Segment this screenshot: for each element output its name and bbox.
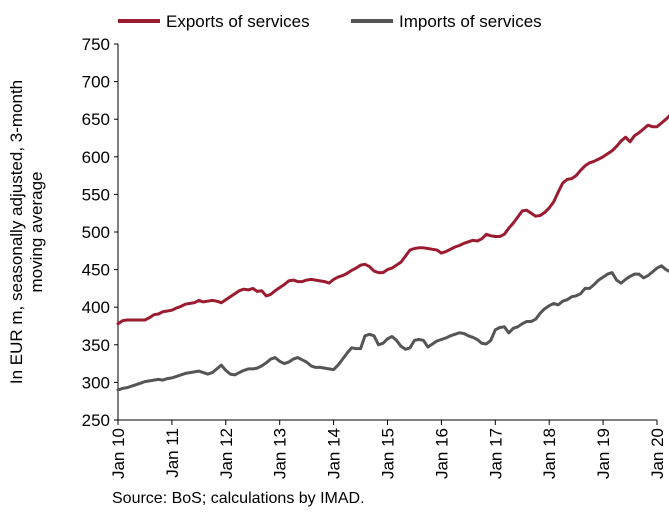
y-tick-label: 750 <box>82 35 110 54</box>
x-tick-labels: Jan 10 Jan 11 Jan 12 Jan 13 Jan 14 Jan 15 Jan … <box>109 428 667 479</box>
x-tick-label: Jan 16 <box>432 428 451 479</box>
y-tick-label: 650 <box>82 110 110 129</box>
series-layer <box>116 114 669 392</box>
y-tick-label: 350 <box>82 336 110 355</box>
x-tick-label: Jan 12 <box>217 428 236 479</box>
y-tick-label: 400 <box>82 298 110 317</box>
y-tick-label: 600 <box>82 148 110 167</box>
y-axis-title-line2: moving average <box>27 172 46 293</box>
series-line-exports <box>116 114 669 326</box>
y-tick-label: 500 <box>82 223 110 242</box>
x-tick-label: Jan 10 <box>109 428 128 479</box>
x-tick-label: Jan 11 <box>163 428 182 478</box>
axes <box>114 43 658 425</box>
x-tick-label: Jan 17 <box>486 428 505 479</box>
y-axis-title-line1: In EUR m, seasonally adjusted, 3-month <box>7 80 26 384</box>
x-tick-label: Jan 19 <box>594 428 613 479</box>
x-tick-label: Jan 15 <box>379 428 398 479</box>
series-line-imports <box>116 264 669 392</box>
y-tick-label: 300 <box>82 373 110 392</box>
legend: Exports of services Imports of services <box>118 12 542 31</box>
x-tick-label: Jan 13 <box>271 428 290 479</box>
legend-label-imports: Imports of services <box>399 12 542 31</box>
y-tick-label: 700 <box>82 73 110 92</box>
x-tick-label: Jan 18 <box>540 428 559 479</box>
source-note: Source: BoS; calculations by IMAD. <box>112 490 365 507</box>
y-tick-label: 450 <box>82 261 110 280</box>
y-tick-label: 250 <box>82 411 110 430</box>
y-tick-label: 550 <box>82 185 110 204</box>
legend-label-exports: Exports of services <box>166 12 310 31</box>
x-tick-label: Jan 20 <box>648 428 667 479</box>
y-tick-labels: 250 300 350 400 450 500 550 600 650 700 750 <box>82 35 110 430</box>
x-tick-label: Jan 14 <box>325 428 344 479</box>
